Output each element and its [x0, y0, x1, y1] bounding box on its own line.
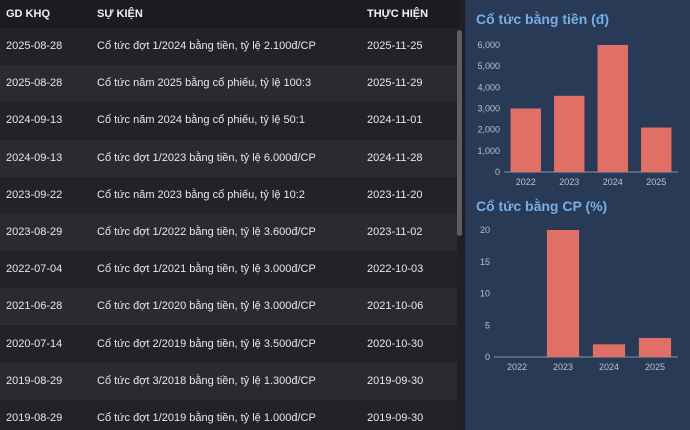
header-exec: THỰC HIỆN: [367, 8, 429, 20]
bar: [592, 344, 626, 357]
cell-date: 2019-08-29: [6, 374, 63, 387]
cell-event: Cổ tức năm 2025 bằng cổ phiếu, tỷ lệ 100…: [97, 77, 312, 90]
cell-exec: 2023-11-20: [367, 188, 423, 201]
y-tick-label: 0: [485, 352, 490, 362]
cell-date: 2025-08-28: [6, 77, 63, 90]
table-row[interactable]: 2021-06-28 Cổ tức đợt 1/2020 bằng tiền, t…: [0, 288, 460, 326]
cell-event: Cổ tức đợt 1/2022 bằng tiền, tỷ lệ 3.600…: [97, 226, 316, 238]
x-tick-label: 2024: [599, 362, 619, 372]
y-tick-label: 0: [495, 167, 500, 177]
bar: [638, 337, 672, 357]
cell-date: 2019-08-29: [6, 412, 63, 424]
cell-event: Cổ tức đợt 1/2023 bằng tiền, tỷ lệ 6.000…: [97, 151, 316, 164]
bar: [554, 95, 585, 172]
cash-chart-title: Cổ tức bằng tiền (đ): [476, 11, 610, 27]
cell-exec: 2024-11-01: [367, 114, 423, 127]
header-date: GD KHQ: [6, 8, 50, 20]
cell-exec: 2024-11-28: [367, 151, 423, 164]
x-tick-label: 2022: [507, 362, 527, 372]
x-tick-label: 2022: [516, 177, 536, 187]
y-tick-label: 10: [480, 289, 490, 299]
bar: [597, 45, 628, 172]
bar: [546, 230, 580, 357]
table-row[interactable]: 2023-09-22 Cổ tức năm 2023 bằng cổ phiếu,…: [0, 176, 460, 214]
cell-exec: 2019-09-30: [367, 412, 424, 424]
bar: [510, 108, 541, 172]
cell-date: 2022-07-04: [6, 263, 63, 276]
dividend-table: GD KHQ SỰ KIỆN THỰC HIỆN 2025-08-28 Cổ tứ…: [0, 0, 463, 430]
cell-exec: 2019-09-30: [367, 374, 424, 387]
stock-chart-title: Cổ tức bằng CP (%): [476, 198, 608, 214]
y-tick-label: 1,000: [477, 146, 500, 156]
table-row[interactable]: 2020-07-14 Cổ tức đợt 2/2019 bằng tiền, t…: [0, 325, 460, 363]
cell-event: Cổ tức đợt 1/2020 bằng tiền, tỷ lệ 3.000…: [97, 300, 316, 313]
table-row[interactable]: 2023-08-29 Cổ tức đợt 1/2022 bằng tiền, t…: [0, 214, 460, 251]
table-scrollbar[interactable]: [457, 28, 463, 430]
cell-event: Cổ tức đợt 3/2018 bằng tiền, tỷ lệ 1.300…: [97, 374, 316, 387]
cell-date: 2020-07-14: [6, 337, 63, 350]
table-row[interactable]: 2019-08-29 Cổ tức đợt 3/2018 bằng tiền, t…: [0, 362, 460, 400]
stock-dividend-chart: 0 5 10 15 20 2022 2023 2024 2025: [480, 225, 678, 372]
x-tick-label: 2025: [646, 177, 666, 187]
table-row[interactable]: 2024-09-13 Cổ tức năm 2024 bằng cổ phiếu,…: [0, 102, 460, 140]
header-event: SỰ KIỆN: [97, 8, 143, 20]
cell-date: 2024-09-13: [6, 114, 63, 127]
cell-event: Cổ tức đợt 1/2019 bằng tiền, tỷ lệ 1.000…: [97, 412, 316, 424]
cell-exec: 2023-11-02: [367, 226, 423, 238]
scrollbar-thumb[interactable]: [457, 30, 462, 236]
table-header: GD KHQ SỰ KIỆN THỰC HIỆN: [0, 0, 460, 28]
cell-exec: 2020-10-30: [367, 337, 424, 350]
table-row[interactable]: 2025-08-28 Cổ tức đợt 1/2024 bằng tiền, t…: [0, 28, 460, 65]
cell-date: 2023-09-22: [6, 188, 63, 201]
charts-panel: Cổ tức bằng tiền (đ) 0 1,000 2,000 3,000 4,0…: [465, 0, 690, 430]
cell-event: Cổ tức đợt 2/2019 bằng tiền, tỷ lệ 3.500…: [97, 337, 316, 350]
cash-dividend-chart: 0 1,000 2,000 3,000 4,000 5,000 6,000 2022 2023 2…: [477, 40, 678, 187]
cell-date: 2023-08-29: [6, 226, 63, 238]
x-tick-label: 2023: [553, 362, 573, 372]
y-tick-label: 4,000: [477, 82, 500, 92]
table-row[interactable]: 2024-09-13 Cổ tức đợt 1/2023 bằng tiền, t…: [0, 139, 460, 177]
y-tick-label: 5: [485, 320, 490, 330]
y-tick-label: 3,000: [477, 104, 500, 114]
cell-exec: 2022-10-03: [367, 263, 424, 276]
x-tick-label: 2023: [559, 177, 579, 187]
y-tick-label: 2,000: [477, 125, 500, 135]
y-tick-label: 15: [480, 257, 490, 267]
cell-exec: 2021-10-06: [367, 300, 424, 313]
y-tick-label: 5,000: [477, 61, 500, 71]
y-tick-label: 6,000: [477, 40, 500, 50]
cell-event: Cổ tức đợt 1/2021 bằng tiền, tỷ lệ 3.000…: [97, 263, 316, 276]
cell-event: Cổ tức năm 2023 bằng cổ phiếu, tỷ lệ 10:…: [97, 188, 305, 201]
table-row[interactable]: 2019-08-29 Cổ tức đợt 1/2019 bằng tiền, t…: [0, 400, 460, 430]
cell-exec: 2025-11-29: [367, 77, 423, 90]
x-tick-label: 2025: [645, 362, 665, 372]
cell-event: Cổ tức đợt 1/2024 bằng tiền, tỷ lệ 2.100…: [97, 40, 316, 52]
y-tick-label: 20: [480, 225, 490, 235]
cell-event: Cổ tức năm 2024 bằng cổ phiếu, tỷ lệ 50:…: [97, 114, 305, 127]
cell-exec: 2025-11-25: [367, 40, 423, 52]
x-tick-label: 2024: [603, 177, 623, 187]
cell-date: 2025-08-28: [6, 40, 63, 52]
cell-date: 2024-09-13: [6, 151, 63, 164]
bar: [641, 127, 672, 172]
table-row[interactable]: 2022-07-04 Cổ tức đợt 1/2021 bằng tiền, t…: [0, 251, 460, 289]
table-row[interactable]: 2025-08-28 Cổ tức năm 2025 bằng cổ phiếu,…: [0, 65, 460, 103]
cell-date: 2021-06-28: [6, 300, 63, 313]
